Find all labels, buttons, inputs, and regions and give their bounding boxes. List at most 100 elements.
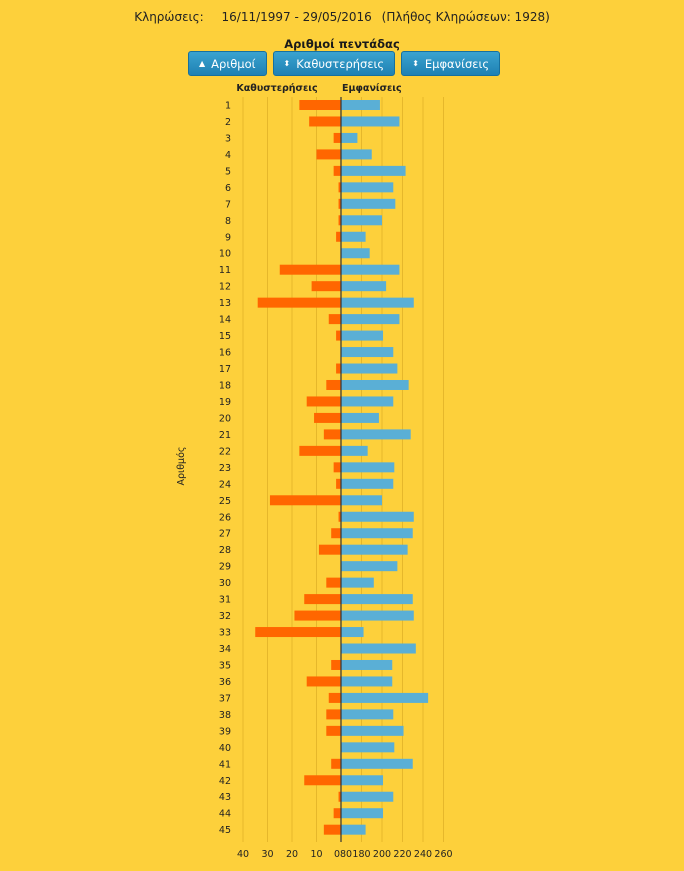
chart-title: Αριθμοί πεντάδας: [284, 37, 400, 51]
delay-bar: [333, 165, 341, 176]
appearance-bar: [341, 610, 414, 621]
category-label: 8: [225, 216, 231, 227]
appearance-bar: [341, 363, 398, 374]
category-label: 29: [219, 562, 231, 573]
category-label: 41: [219, 759, 231, 770]
category-label: 21: [219, 430, 231, 441]
appearance-bar: [341, 594, 413, 605]
sort-by-delays-label: Καθυστερήσεις: [296, 56, 385, 71]
delay-bar: [318, 544, 341, 555]
appearance-bar: [341, 379, 409, 390]
appearance-bar: [341, 281, 387, 292]
sort-updown-icon: ⬍: [412, 58, 419, 68]
delay-bar: [338, 215, 341, 226]
left-axis-tick-label: 0: [334, 849, 340, 860]
category-label: 16: [219, 348, 231, 359]
appearance-bar: [341, 314, 400, 325]
appearance-bar: [341, 709, 394, 720]
appearance-bar: [341, 297, 414, 308]
category-label: 33: [219, 628, 231, 639]
delay-bar: [326, 577, 341, 588]
right-axis-tick-label: 180: [352, 849, 370, 860]
appearance-bar: [341, 396, 394, 407]
category-label: 45: [219, 825, 231, 836]
sort-by-number-label: Αριθμοί: [211, 56, 256, 71]
delay-bar: [336, 363, 341, 374]
appearance-bar: [341, 231, 366, 242]
appearance-bar: [341, 215, 382, 226]
delay-bar: [269, 495, 341, 506]
right-axis-tick-label: 240: [414, 849, 432, 860]
category-label: 1: [225, 101, 231, 112]
appearance-bar: [341, 775, 384, 786]
appearance-bar: [341, 478, 394, 489]
category-label: 20: [219, 413, 231, 424]
sort-by-appearances-label: Εμφανίσεις: [424, 56, 490, 71]
appearance-bar: [341, 445, 368, 456]
appearance-bar: [341, 198, 396, 209]
category-label: 23: [219, 463, 231, 474]
appearance-bar: [341, 347, 394, 358]
delay-bar: [294, 610, 341, 621]
appearance-bar: [341, 248, 370, 259]
draws-date-range: 16/11/1997 - 29/05/2016: [221, 10, 372, 24]
delay-bar: [328, 692, 341, 703]
category-label: 6: [225, 183, 231, 194]
delay-bar: [331, 528, 341, 539]
draws-count: (Πλήθος Κληρώσεων: 1928): [381, 10, 550, 24]
category-label: 24: [219, 479, 231, 490]
appearance-bar: [341, 725, 404, 736]
delay-bar: [306, 396, 341, 407]
category-label: 35: [219, 660, 231, 671]
delay-bar: [255, 627, 341, 638]
left-axis-tick-label: 30: [261, 849, 273, 860]
sort-by-delays-button[interactable]: ⬍ Καθυστερήσεις: [272, 51, 396, 76]
category-label: 37: [219, 693, 231, 704]
delay-bar: [311, 281, 341, 292]
y-axis-label: Αριθμός: [176, 447, 187, 486]
appearance-bar: [341, 511, 414, 522]
category-label: 38: [219, 710, 231, 721]
delay-bar: [338, 791, 341, 802]
appearance-bar: [341, 544, 408, 555]
category-label: 17: [219, 364, 231, 375]
draws-label: Κληρώσεις:: [134, 10, 204, 24]
category-label: 30: [219, 578, 231, 589]
delay-bar: [326, 379, 341, 390]
sort-buttons: ▲ Αριθμοί ⬍ Καθυστερήσεις ⬍ Εμφανίσεις: [188, 51, 501, 76]
sort-updown-icon: ⬍: [283, 58, 291, 68]
category-label: 43: [219, 792, 231, 803]
category-label: 18: [219, 380, 231, 391]
category-label: 12: [219, 282, 231, 293]
delay-bar: [323, 429, 341, 440]
delay-bar: [279, 264, 341, 275]
sort-by-number-button[interactable]: ▲ Αριθμοί: [188, 51, 267, 76]
delay-bar: [309, 116, 341, 127]
category-label: 25: [219, 496, 231, 507]
appearance-bar: [341, 577, 374, 588]
appearance-bar: [341, 758, 413, 769]
appearance-bar: [341, 132, 358, 143]
appearance-bar: [341, 182, 394, 193]
right-axis-tick-label: 200: [373, 849, 391, 860]
category-label: 9: [225, 232, 231, 243]
delay-bar: [331, 659, 341, 670]
delay-bar: [336, 330, 341, 341]
delay-bar: [331, 758, 341, 769]
category-label: 42: [219, 776, 231, 787]
appearance-bar: [341, 462, 395, 473]
category-label: 44: [219, 809, 231, 820]
category-label: 39: [219, 726, 231, 737]
category-label: 2: [225, 117, 231, 128]
appearance-bar: [341, 149, 372, 160]
category-label: 14: [219, 315, 231, 326]
appearance-bar: [341, 627, 364, 638]
delay-bar: [326, 709, 341, 720]
sort-up-icon: ▲: [199, 58, 206, 68]
appearance-bar: [341, 561, 398, 572]
sort-by-appearances-button[interactable]: ⬍ Εμφανίσεις: [401, 51, 501, 76]
left-axis-tick-label: 10: [310, 849, 322, 860]
delay-bar: [316, 149, 341, 160]
category-label: 5: [225, 166, 231, 177]
